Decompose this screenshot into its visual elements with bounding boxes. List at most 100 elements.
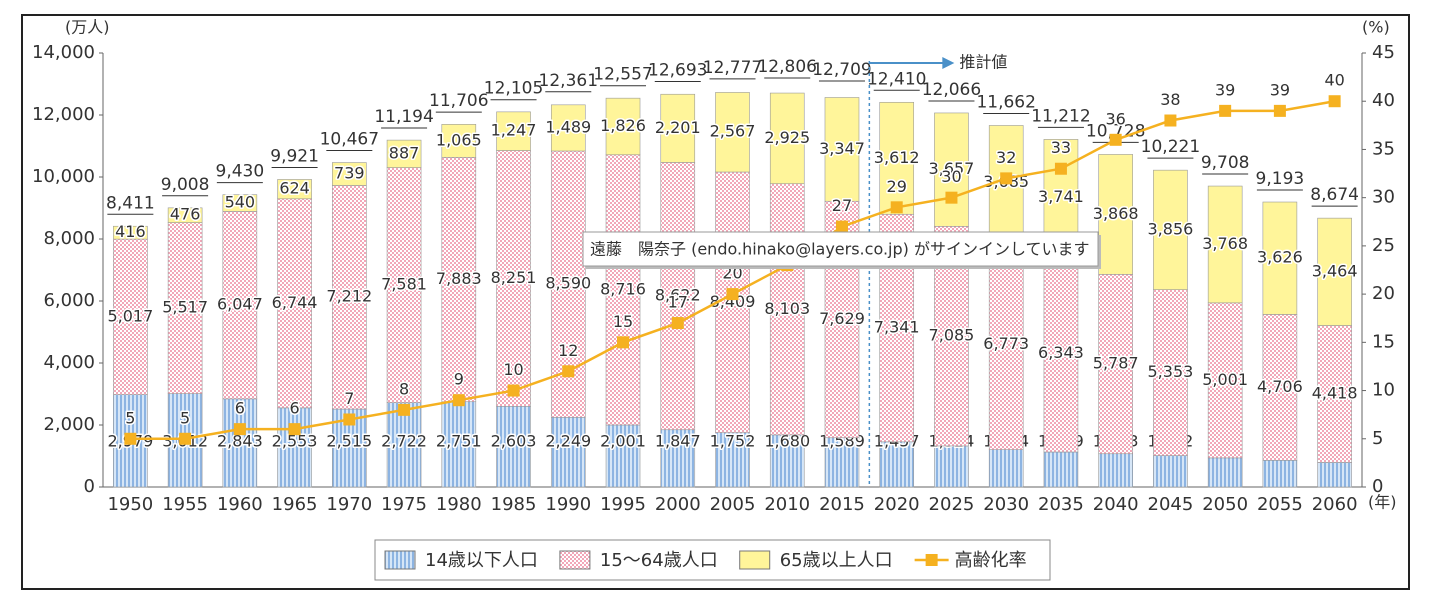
rate-marker	[835, 220, 848, 233]
value-label: 2,001	[600, 432, 646, 451]
y2-tick-label: 20	[1372, 283, 1395, 304]
x-tick-label: 2030	[983, 494, 1029, 515]
value-label: 8,409	[710, 292, 756, 311]
value-label: 7,212	[326, 287, 372, 306]
total-label: 11,194	[374, 107, 433, 127]
bar-segment	[222, 211, 258, 400]
value-label: 7,883	[436, 269, 482, 288]
rate-label: 38	[1160, 90, 1180, 109]
rate-label: 7	[344, 389, 354, 408]
bar-segment	[441, 124, 477, 158]
value-label: 624	[279, 179, 310, 198]
y2-tick-label: 0	[1372, 476, 1383, 497]
rate-label: 40	[1324, 71, 1344, 90]
bar-segment	[824, 97, 860, 202]
value-label: 1,247	[491, 121, 537, 140]
x-tick-label: 2040	[1093, 494, 1139, 515]
value-label: 540	[225, 193, 256, 212]
total-label: 12,693	[648, 61, 707, 81]
value-label: 6,343	[1038, 343, 1084, 362]
bar-segment	[496, 150, 531, 407]
total-label: 9,193	[1256, 169, 1305, 189]
legend-label: 15～64歳人口	[600, 550, 718, 571]
bar-segment	[605, 154, 641, 426]
x-tick-label: 2000	[655, 494, 701, 515]
y2-tick-label: 35	[1372, 138, 1395, 159]
rate-marker	[507, 384, 520, 397]
total-label: 11,662	[976, 92, 1035, 112]
value-label: 2,603	[491, 432, 537, 451]
value-label: 739	[334, 164, 365, 183]
x-tick-label: 1955	[162, 494, 208, 515]
y2-tick-label: 5	[1372, 428, 1383, 449]
bar-segment	[879, 101, 915, 215]
value-label: 2,843	[217, 432, 263, 451]
value-label: 8,103	[764, 299, 810, 318]
bar-segment	[277, 198, 312, 409]
value-label: 3,612	[874, 148, 920, 167]
value-label: 8,622	[655, 286, 701, 305]
rate-label: 30	[941, 167, 961, 186]
tooltip-text: 遠藤 陽奈子 (endo.hinako@layers.co.jp) がサインイン…	[590, 240, 1089, 259]
x-tick-label: 2010	[764, 494, 810, 515]
legend-label: 14歳以下人口	[425, 550, 538, 571]
bar-segment	[550, 104, 586, 152]
total-label: 12,777	[703, 58, 762, 78]
rate-label: 10	[503, 360, 523, 379]
rate-label: 12	[558, 341, 578, 360]
bar-segment	[222, 194, 258, 212]
value-label: 5,017	[107, 306, 153, 325]
value-label: 6,047	[217, 295, 263, 314]
total-label: 12,105	[484, 79, 543, 99]
legend-label: 65歳以上人口	[780, 550, 893, 571]
bar-segment	[934, 112, 969, 227]
x-tick-label: 1985	[491, 494, 537, 515]
bar-segment	[1153, 455, 1188, 488]
total-label: 12,410	[867, 69, 926, 89]
total-label: 12,557	[593, 65, 652, 85]
total-label: 10,728	[1086, 121, 1145, 141]
x-tick-label: 2060	[1312, 494, 1358, 515]
value-label: 887	[389, 143, 420, 162]
value-label: 2,751	[436, 432, 482, 451]
value-label: 1,826	[600, 116, 646, 135]
total-label: 8,411	[106, 193, 155, 213]
value-label: 416	[115, 222, 146, 241]
total-label: 12,806	[757, 57, 816, 77]
total-label: 10,467	[320, 130, 379, 150]
total-label: 8,674	[1310, 185, 1359, 205]
tooltip: 遠藤 陽奈子 (endo.hinako@layers.co.jp) がサインイン…	[582, 231, 1101, 269]
y-axis-label: (万人)	[65, 18, 110, 37]
y-tick-label: 14,000	[32, 42, 95, 63]
bar-segment	[1317, 462, 1352, 488]
rate-marker	[617, 336, 630, 349]
value-label: 2,567	[710, 122, 756, 141]
legend-marker	[925, 554, 938, 566]
bar-segment	[1098, 453, 1133, 488]
value-label: 1,752	[710, 432, 756, 451]
value-label: 2,249	[545, 432, 591, 451]
rate-marker	[726, 288, 739, 301]
value-label: 7,085	[929, 326, 975, 345]
value-label: 3,626	[1257, 248, 1303, 267]
total-label: 9,430	[216, 162, 265, 182]
bar-segment	[660, 93, 696, 163]
value-label: 8,590	[545, 274, 591, 293]
value-label: 8,251	[491, 268, 537, 287]
legend-label: 高齢化率	[955, 550, 1027, 571]
bar-segment	[988, 239, 1024, 450]
bar-segment	[769, 434, 805, 488]
x-axis-label: (年)	[1368, 493, 1397, 512]
x-tick-label: 2050	[1202, 494, 1248, 515]
total-label: 11,212	[1031, 106, 1090, 126]
value-label: 7,629	[819, 309, 865, 328]
bar-segment	[1207, 457, 1243, 488]
x-tick-label: 2045	[1148, 494, 1194, 515]
y-tick-label: 0	[84, 476, 95, 497]
value-label: 7,581	[381, 275, 427, 294]
x-tick-label: 1980	[436, 494, 482, 515]
rate-marker	[1054, 162, 1067, 175]
x-tick-label: 1950	[107, 494, 153, 515]
rate-label: 5	[125, 408, 135, 427]
value-label: 5,001	[1202, 370, 1248, 389]
